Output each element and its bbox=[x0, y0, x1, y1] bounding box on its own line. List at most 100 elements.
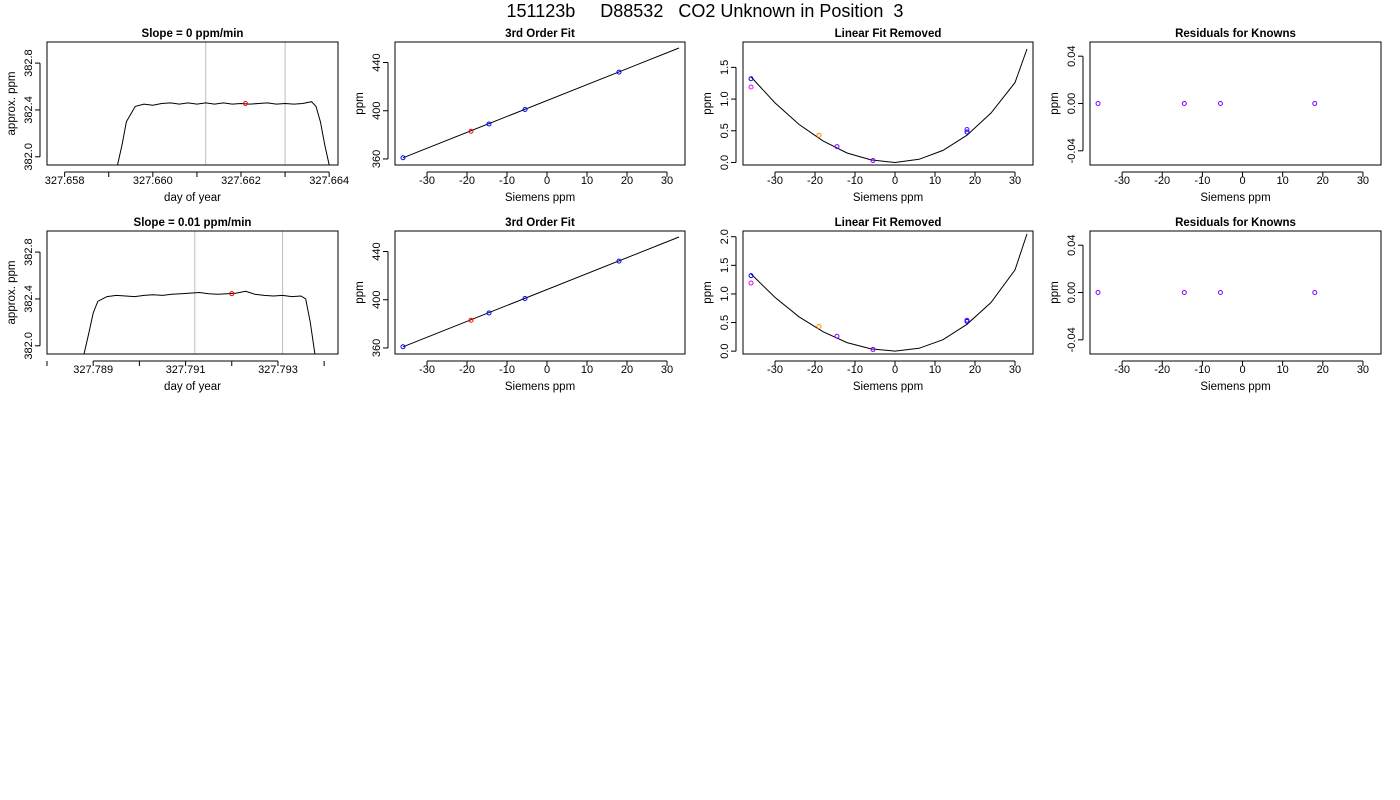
x-tick-label: 10 bbox=[1277, 364, 1289, 376]
y-axis-label: ppm bbox=[702, 281, 714, 303]
x-tick-label: 30 bbox=[1009, 364, 1021, 376]
data-point bbox=[834, 333, 840, 339]
y-tick-label: 2.0 bbox=[719, 229, 731, 244]
y-axis-label: approx. ppm bbox=[6, 261, 18, 325]
x-tick-label: 327.660 bbox=[133, 175, 173, 187]
data-point bbox=[816, 132, 822, 138]
page-title: 151123b D88532 CO2 Unknown in Position 3 bbox=[506, 1, 904, 21]
plot-frame bbox=[46, 230, 339, 355]
x-tick-label: 327.791 bbox=[166, 364, 206, 376]
series-line bbox=[117, 101, 330, 166]
x-tick-label: -10 bbox=[1194, 175, 1210, 187]
x-tick-label: -20 bbox=[807, 364, 823, 376]
data-point bbox=[522, 296, 528, 302]
data-point bbox=[870, 158, 876, 164]
data-point bbox=[1312, 290, 1318, 295]
series-line bbox=[83, 290, 316, 355]
y-tick-label: 0.5 bbox=[719, 315, 731, 330]
data-point bbox=[1095, 290, 1101, 295]
plot-title: Slope = 0.01 ppm/min bbox=[134, 217, 252, 229]
y-tick-label: 0.00 bbox=[1066, 282, 1078, 303]
plot-panel: Residuals for Knowns -30 -20 -10 0 10 20 30 -0.0… bbox=[1049, 217, 1382, 393]
x-tick-label: -10 bbox=[499, 364, 515, 376]
x-axis-label: Siemens ppm bbox=[853, 192, 923, 204]
y-tick-label: -0.04 bbox=[1066, 327, 1078, 352]
x-tick-label: 327.793 bbox=[258, 364, 298, 376]
plot-frame bbox=[1089, 41, 1382, 166]
data-point bbox=[1217, 101, 1223, 106]
y-axis-label: ppm bbox=[354, 281, 366, 303]
data-point bbox=[1181, 101, 1187, 106]
x-tick-label: -30 bbox=[419, 175, 435, 187]
x-tick-label: -20 bbox=[459, 364, 475, 376]
data-point bbox=[1181, 290, 1187, 295]
y-axis-label: ppm bbox=[702, 92, 714, 114]
y-tick-label: 382.8 bbox=[23, 49, 35, 77]
data-point bbox=[229, 291, 235, 297]
x-tick-label: -10 bbox=[847, 364, 863, 376]
y-tick-label: 382.4 bbox=[23, 96, 35, 124]
x-axis-label: day of year bbox=[164, 381, 221, 393]
data-point bbox=[748, 76, 754, 82]
plot-frame bbox=[394, 41, 686, 166]
y-tick-label: 440 bbox=[371, 53, 383, 71]
y-tick-label: 0.5 bbox=[719, 123, 731, 138]
x-axis-label: Siemens ppm bbox=[505, 192, 575, 204]
x-tick-label: 30 bbox=[1357, 364, 1369, 376]
x-tick-label: 20 bbox=[969, 364, 981, 376]
x-tick-label: 20 bbox=[621, 364, 633, 376]
data-point bbox=[486, 121, 492, 127]
y-tick-label: 1.5 bbox=[719, 258, 731, 273]
data-point bbox=[468, 317, 474, 323]
x-tick-label: 30 bbox=[1357, 175, 1369, 187]
data-point bbox=[242, 101, 248, 106]
plot-title: Slope = 0 ppm/min bbox=[142, 28, 244, 40]
x-tick-label: -20 bbox=[807, 175, 823, 187]
data-point bbox=[870, 346, 876, 352]
plot-frame bbox=[742, 41, 1034, 166]
data-point bbox=[522, 107, 528, 113]
y-tick-label: 0.0 bbox=[719, 155, 731, 170]
data-point bbox=[486, 310, 492, 316]
x-axis-label: Siemens ppm bbox=[853, 381, 923, 393]
x-tick-label: -20 bbox=[1154, 364, 1170, 376]
data-point bbox=[616, 258, 622, 264]
y-tick-label: 0.04 bbox=[1066, 45, 1078, 66]
plot-title: 3rd Order Fit bbox=[505, 217, 575, 229]
x-tick-label: 0 bbox=[892, 364, 898, 376]
y-tick-label: 400 bbox=[371, 291, 383, 309]
data-point bbox=[964, 318, 970, 324]
x-tick-label: -10 bbox=[499, 175, 515, 187]
data-point bbox=[468, 128, 474, 134]
y-tick-label: 1.0 bbox=[719, 91, 731, 106]
x-tick-label: 0 bbox=[1239, 364, 1245, 376]
x-tick-label: 10 bbox=[581, 364, 593, 376]
x-tick-label: 30 bbox=[1009, 175, 1021, 187]
y-tick-label: 0.0 bbox=[719, 343, 731, 358]
y-axis-label: approx. ppm bbox=[6, 72, 18, 136]
series-line bbox=[402, 236, 680, 348]
plot-frame bbox=[742, 230, 1034, 355]
data-point bbox=[400, 155, 406, 161]
data-point bbox=[1095, 101, 1101, 106]
x-tick-label: 327.664 bbox=[309, 175, 349, 187]
y-tick-label: 360 bbox=[371, 150, 383, 168]
data-point bbox=[616, 69, 622, 75]
plot-frame bbox=[1089, 230, 1382, 355]
plot-title: Linear Fit Removed bbox=[835, 217, 942, 229]
y-tick-label: 1.0 bbox=[719, 286, 731, 301]
y-tick-label: -0.04 bbox=[1066, 138, 1078, 163]
plot-panel: 3rd Order Fit -30 -20 -10 0 10 20 30 360 400 440 Si… bbox=[354, 28, 686, 204]
y-tick-label: 440 bbox=[371, 242, 383, 260]
x-tick-label: -30 bbox=[419, 364, 435, 376]
y-tick-label: 0.00 bbox=[1066, 93, 1078, 114]
plot-title: Residuals for Knowns bbox=[1175, 217, 1296, 229]
series-line bbox=[402, 47, 680, 159]
y-axis-label: ppm bbox=[1049, 92, 1061, 114]
x-tick-label: 327.658 bbox=[45, 175, 85, 187]
plot-title: Linear Fit Removed bbox=[835, 28, 942, 40]
x-tick-label: -20 bbox=[1154, 175, 1170, 187]
x-tick-label: -10 bbox=[1194, 364, 1210, 376]
y-tick-label: 382.0 bbox=[23, 143, 35, 171]
data-point bbox=[964, 129, 970, 135]
